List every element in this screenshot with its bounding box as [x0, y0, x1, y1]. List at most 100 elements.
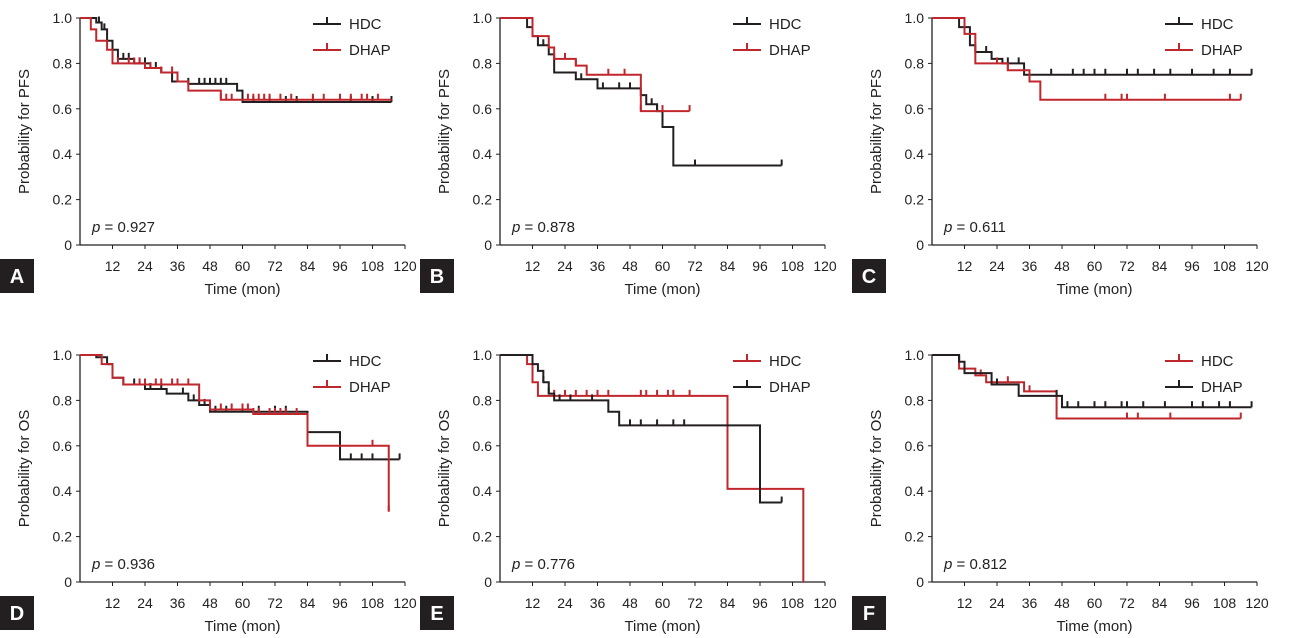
y-tick-label: 1.0	[905, 10, 925, 26]
panel-f: 0 0.2 0.4 0.6 0.8 1.0 12 24 36 48 60 72 84 96 108 120 Ti…	[852, 347, 1269, 635]
panel-letter-box	[0, 259, 34, 293]
x-tick-label: 72	[1119, 258, 1135, 274]
panel-letter-text: A	[10, 266, 24, 288]
y-axis-title: Probability for PFS	[868, 69, 885, 194]
y-tick-label: 0.8	[53, 55, 73, 71]
legend-item-dhap: DHAP	[313, 42, 391, 59]
y-tick-label: 0.6	[473, 101, 493, 117]
x-tick-label: 84	[300, 258, 316, 274]
panel-letter-box	[0, 596, 34, 630]
x-tick-label: 60	[655, 258, 671, 274]
p-value-annotation: p = 0.927	[91, 219, 155, 236]
panel-b: 0 0.2 0.4 0.6 0.8 1.0 12 24 36 48 60 72 84 96 108 120 Ti…	[420, 10, 837, 298]
legend-label: HDC	[1201, 16, 1234, 33]
y-tick-label: 0	[64, 574, 72, 590]
legend-item-hdc: HDC	[313, 353, 382, 370]
p-value: 0.878	[537, 219, 575, 236]
x-tick-label: 24	[557, 595, 573, 611]
x-tick-label: 36	[170, 595, 186, 611]
p-value-annotation: p = 0.776	[511, 556, 575, 573]
x-tick-label: 96	[752, 258, 768, 274]
y-tick-label: 0.4	[905, 146, 925, 162]
x-tick-label: 108	[781, 258, 805, 274]
y-tick-label: 1.0	[53, 10, 73, 26]
y-tick-label: 0.4	[473, 483, 493, 499]
x-tick-label: 96	[752, 595, 768, 611]
legend-item-dhap: DHAP	[1165, 379, 1243, 396]
y-tick-label: 1.0	[473, 347, 493, 363]
legend-label: DHAP	[769, 42, 811, 59]
x-tick-label: 108	[1213, 258, 1237, 274]
x-tick-label: 48	[622, 595, 638, 611]
y-tick-label: 1.0	[53, 347, 73, 363]
panel-letter-text: D	[10, 603, 24, 625]
legend-item-hdc: HDC	[313, 16, 382, 33]
km-curve-hdc	[500, 354, 805, 582]
legend-label: HDC	[769, 16, 802, 33]
x-tick-label: 84	[720, 595, 736, 611]
km-curve-hdc	[932, 354, 1241, 420]
y-tick-label: 0.8	[53, 392, 73, 408]
x-tick-label: 84	[1152, 595, 1168, 611]
x-tick-label: 60	[1087, 258, 1103, 274]
panel-letter-f: F	[852, 596, 886, 630]
p-value: 0.812	[969, 556, 1007, 573]
y-tick-label: 0.4	[53, 483, 73, 499]
panel-letter-text: F	[863, 603, 875, 625]
km-curve-dhap	[500, 17, 690, 113]
x-tick-label: 108	[361, 258, 385, 274]
x-tick-label: 72	[687, 258, 703, 274]
panel-letter-box	[420, 596, 454, 630]
panel-letter-box	[852, 259, 886, 293]
legend-item-dhap: DHAP	[733, 42, 811, 59]
x-tick-label: 12	[957, 258, 973, 274]
x-tick-label: 48	[202, 595, 218, 611]
y-tick-label: 0.2	[53, 529, 73, 545]
x-tick-label: 120	[813, 258, 837, 274]
x-tick-label: 12	[525, 595, 541, 611]
y-tick-label: 0.4	[473, 146, 493, 162]
panel-letter-text: C	[862, 266, 876, 288]
panel-letter-box	[852, 596, 886, 630]
x-axis-title: Time (mon)	[624, 618, 700, 635]
y-tick-label: 1.0	[905, 347, 925, 363]
km-curve-hdc	[80, 354, 400, 461]
x-tick-label: 36	[590, 258, 606, 274]
y-axis-title: Probability for PFS	[436, 69, 453, 194]
legend-item-hdc: HDC	[733, 16, 802, 33]
legend-label: HDC	[349, 16, 382, 33]
p-value: 0.611	[969, 219, 1005, 236]
y-tick-label: 0	[916, 574, 924, 590]
legend-item-dhap: DHAP	[1165, 42, 1243, 59]
x-tick-label: 96	[332, 258, 348, 274]
y-tick-label: 0.6	[53, 438, 73, 454]
x-tick-label: 60	[235, 258, 251, 274]
x-tick-label: 84	[300, 595, 316, 611]
x-tick-label: 60	[1087, 595, 1103, 611]
y-axis-title: Probability for OS	[16, 410, 33, 528]
legend-label: DHAP	[769, 379, 811, 396]
x-tick-label: 120	[813, 595, 837, 611]
x-tick-label: 12	[105, 258, 121, 274]
legend-item-hdc: HDC	[1165, 16, 1234, 33]
p-value-annotation: p = 0.936	[91, 556, 155, 573]
y-tick-label: 0	[484, 237, 492, 253]
x-tick-label: 84	[1152, 258, 1168, 274]
y-tick-label: 0.6	[473, 438, 493, 454]
x-tick-label: 84	[720, 258, 736, 274]
x-tick-label: 48	[202, 258, 218, 274]
p-value: 0.776	[537, 556, 575, 573]
x-axis-title: Time (mon)	[204, 618, 280, 635]
y-axis-title: Probability for OS	[868, 410, 885, 528]
x-tick-label: 12	[957, 595, 973, 611]
panel-letter-box	[420, 259, 454, 293]
legend-label: DHAP	[1201, 379, 1243, 396]
legend-label: DHAP	[349, 379, 391, 396]
x-tick-label: 24	[137, 258, 153, 274]
x-tick-label: 24	[989, 258, 1005, 274]
y-axis-title: Probability for OS	[436, 410, 453, 528]
x-tick-label: 120	[393, 595, 417, 611]
x-tick-label: 24	[137, 595, 153, 611]
p-value-annotation: p = 0.878	[511, 219, 575, 236]
